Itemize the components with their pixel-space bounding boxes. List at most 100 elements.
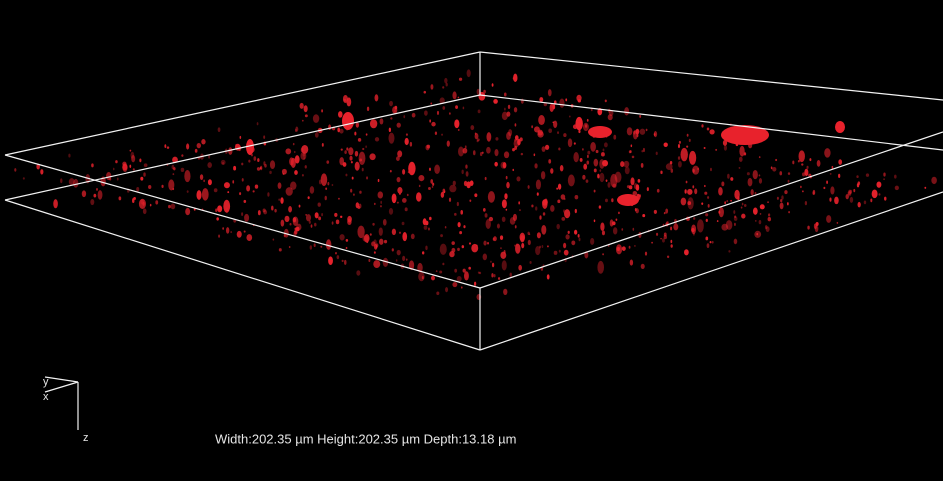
fluorescence-dot	[760, 204, 765, 209]
fluorescence-dot	[573, 152, 578, 162]
fluorescence-dot	[281, 220, 285, 227]
fluorescence-dot	[535, 206, 537, 210]
fluorescence-dot	[618, 212, 620, 214]
axis-label: x	[43, 391, 49, 403]
fluorescence-dot	[376, 245, 378, 248]
fluorescence-dot	[457, 276, 462, 282]
fluorescence-dot	[596, 150, 599, 153]
fluorescence-dot	[550, 168, 553, 174]
fluorescence-dot	[826, 181, 828, 184]
fluorescence-dot	[133, 168, 135, 170]
fluorescence-dot	[727, 174, 730, 179]
fluorescence-dot	[665, 208, 668, 213]
fluorescence-dot	[367, 107, 369, 111]
fluorescence-dot	[402, 198, 407, 203]
fluorescence-dot	[563, 133, 566, 137]
fluorescence-dot	[201, 139, 205, 144]
fluorescence-dot	[541, 225, 546, 235]
fluorescence-dot	[389, 208, 393, 215]
fluorescence-dot	[751, 189, 754, 195]
fluorescence-dot	[780, 199, 782, 202]
fluorescence-dot	[709, 129, 714, 134]
fluorescence-dot	[299, 205, 301, 208]
fluorescence-dot	[82, 190, 86, 197]
fluorescence-dot	[756, 233, 758, 235]
fluorescence-dot	[350, 189, 352, 193]
fluorescence-dot	[432, 186, 434, 188]
fluorescence-dot	[186, 143, 189, 149]
fluorescence-dot	[629, 246, 631, 249]
fluorescence-dot	[728, 250, 730, 252]
fluorescence-dot	[300, 103, 304, 109]
fluorescence-dot	[255, 184, 258, 188]
fluorescence-dot	[660, 238, 662, 240]
fluorescence-dot	[575, 209, 577, 213]
fluorescence-dot	[611, 198, 613, 202]
fluorescence-dot	[630, 259, 633, 265]
fluorescence-dot	[379, 227, 383, 235]
fluorescence-dot	[516, 176, 520, 181]
fluorescence-dot	[463, 225, 465, 228]
fluorescence-dot	[289, 223, 291, 226]
fluorescence-dot	[485, 213, 488, 218]
fluorescence-dot	[293, 217, 299, 226]
fluorescence-dot	[792, 160, 794, 164]
fluorescence-dot	[418, 272, 424, 281]
fluorescence-dot	[115, 160, 117, 163]
fluorescence-dot	[802, 172, 805, 176]
fluorescence-dot	[646, 129, 648, 132]
fluorescence-dot	[478, 109, 481, 113]
fluorescence-dot	[539, 246, 541, 249]
fluorescence-dot	[733, 210, 735, 214]
fluorescence-dot	[405, 138, 409, 145]
fluorescence-dot	[459, 231, 462, 234]
fluorescence-dot	[263, 161, 265, 165]
fluorescence-dot	[747, 172, 750, 175]
fluorescence-dot	[734, 239, 738, 245]
fluorescence-dot	[502, 199, 507, 208]
fluorescence-dot	[582, 148, 584, 151]
fluorescence-dot	[248, 160, 250, 163]
fluorescence-dot	[444, 78, 447, 84]
fluorescence-dot	[469, 242, 471, 244]
fluorescence-dot	[380, 201, 382, 204]
fluorescence-dot	[335, 252, 337, 254]
fluorescence-dot	[514, 146, 517, 150]
fluorescence-dot	[704, 185, 706, 187]
fluorescence-dot	[353, 193, 355, 196]
fluorescence-dot	[787, 202, 789, 205]
fluorescence-dot	[411, 234, 415, 239]
fluorescence-dot	[454, 269, 457, 273]
fluorescence-dot	[641, 264, 645, 269]
fluorescence-dot	[337, 128, 340, 133]
fluorescence-dot	[494, 149, 498, 156]
fluorescence-dot	[559, 250, 561, 253]
fluorescence-dot	[704, 147, 706, 149]
fluorescence-dot	[346, 247, 348, 249]
fluorescence-dot	[788, 180, 790, 183]
fluorescence-dot	[673, 224, 678, 231]
fluorescence-dot	[418, 175, 424, 181]
fluorescence-dot	[470, 125, 474, 130]
fluorescence-dot	[412, 113, 416, 118]
fluorescence-dot	[383, 219, 387, 226]
fluorescence-dot	[485, 177, 487, 180]
fluorescence-dot	[164, 144, 166, 148]
fluorescence-dot	[458, 129, 460, 131]
fluorescence-dot	[342, 112, 354, 130]
fluorescence-dot	[678, 156, 680, 160]
fluorescence-dot	[824, 148, 830, 158]
fluorescence-dot	[724, 145, 727, 151]
fluorescence-dot	[237, 231, 242, 238]
fluorescence-dot	[469, 200, 471, 202]
fluorescence-dot	[689, 139, 691, 142]
fluorescence-dot	[629, 185, 633, 189]
fluorescence-dot	[483, 208, 486, 212]
fluorescence-dot	[556, 187, 558, 189]
fluorescence-dot	[627, 127, 633, 135]
fluorescence-dot	[491, 273, 493, 277]
fluorescence-dot	[578, 234, 580, 238]
fluorescence-dot	[693, 217, 695, 220]
fluorescence-dot	[246, 234, 252, 241]
fluorescence-dot	[504, 151, 509, 158]
